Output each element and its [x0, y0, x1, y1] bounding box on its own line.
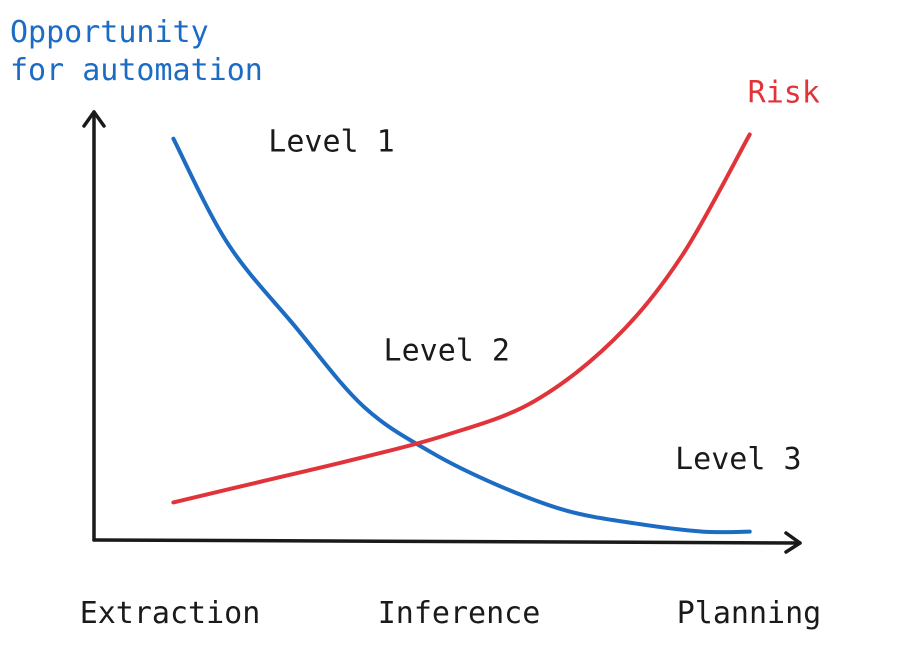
x-axis-arrowhead — [784, 531, 802, 554]
y-axis-label: Opportunity for automation — [10, 14, 263, 90]
axes — [82, 110, 802, 554]
level-3-label: Level 3 — [675, 442, 801, 477]
x-axis-line — [92, 538, 802, 545]
level-2-label: Level 2 — [384, 333, 510, 368]
x-tick-label-planning: Planning — [677, 596, 822, 631]
risk-label: Risk — [748, 76, 820, 111]
y-axis-arrowhead — [82, 110, 106, 128]
level-1-label: Level 1 — [268, 124, 394, 159]
x-tick-label-inference: Inference — [378, 596, 541, 631]
series-layer — [171, 132, 752, 535]
y-axis-label-line-1: Opportunity — [10, 15, 209, 50]
opportunity-curve — [171, 136, 752, 535]
risk-curve — [171, 132, 752, 505]
y-axis-label-line-2: for automation — [10, 53, 263, 88]
labels-layer: Risk Level 1 Level 2 Level 3 Extraction Infer… — [80, 76, 822, 631]
x-tick-label-extraction: Extraction — [80, 596, 261, 631]
